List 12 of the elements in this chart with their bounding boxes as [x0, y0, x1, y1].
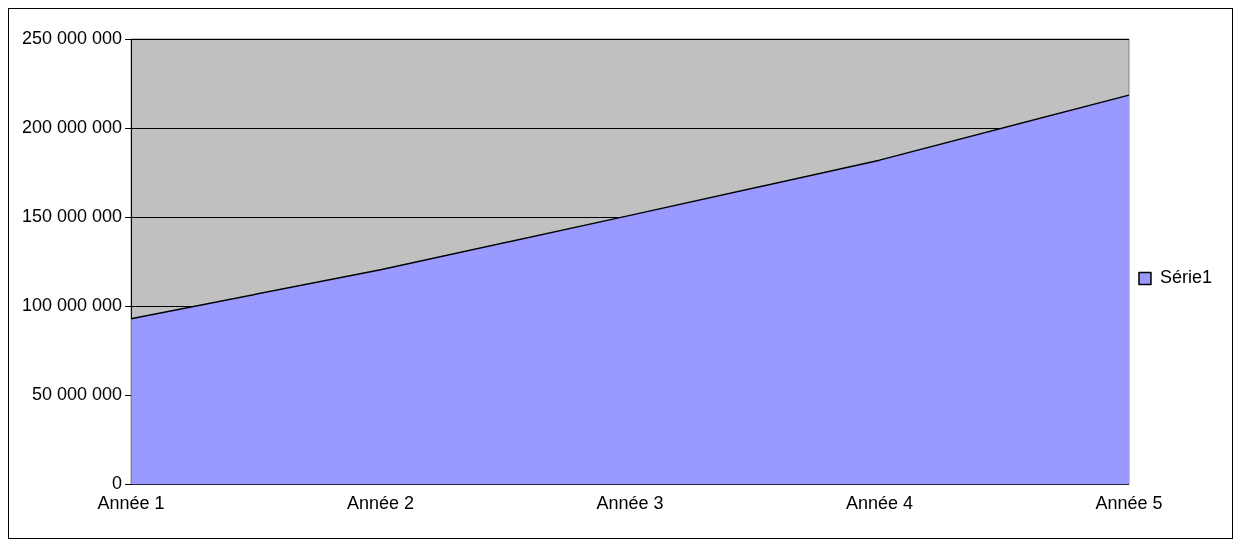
y-tick-label: 250 000 000	[21, 27, 123, 48]
x-tick-label: Année 1	[97, 493, 165, 514]
x-tick-label: Année 2	[347, 493, 415, 514]
y-tick-label: 50 000 000	[32, 384, 123, 405]
x-tick-label: Année 4	[845, 493, 914, 514]
y-tick-label: 150 000 000	[21, 206, 123, 227]
y-tick-label: 100 000 000	[21, 295, 123, 316]
x-tick-label: Année 3	[596, 493, 664, 514]
y-tick-label: 200 000 000	[21, 117, 123, 138]
legend-label: Série1	[1159, 267, 1212, 288]
x-tick-label: Année 5	[1095, 493, 1163, 514]
y-tick-label: 0	[112, 473, 123, 494]
